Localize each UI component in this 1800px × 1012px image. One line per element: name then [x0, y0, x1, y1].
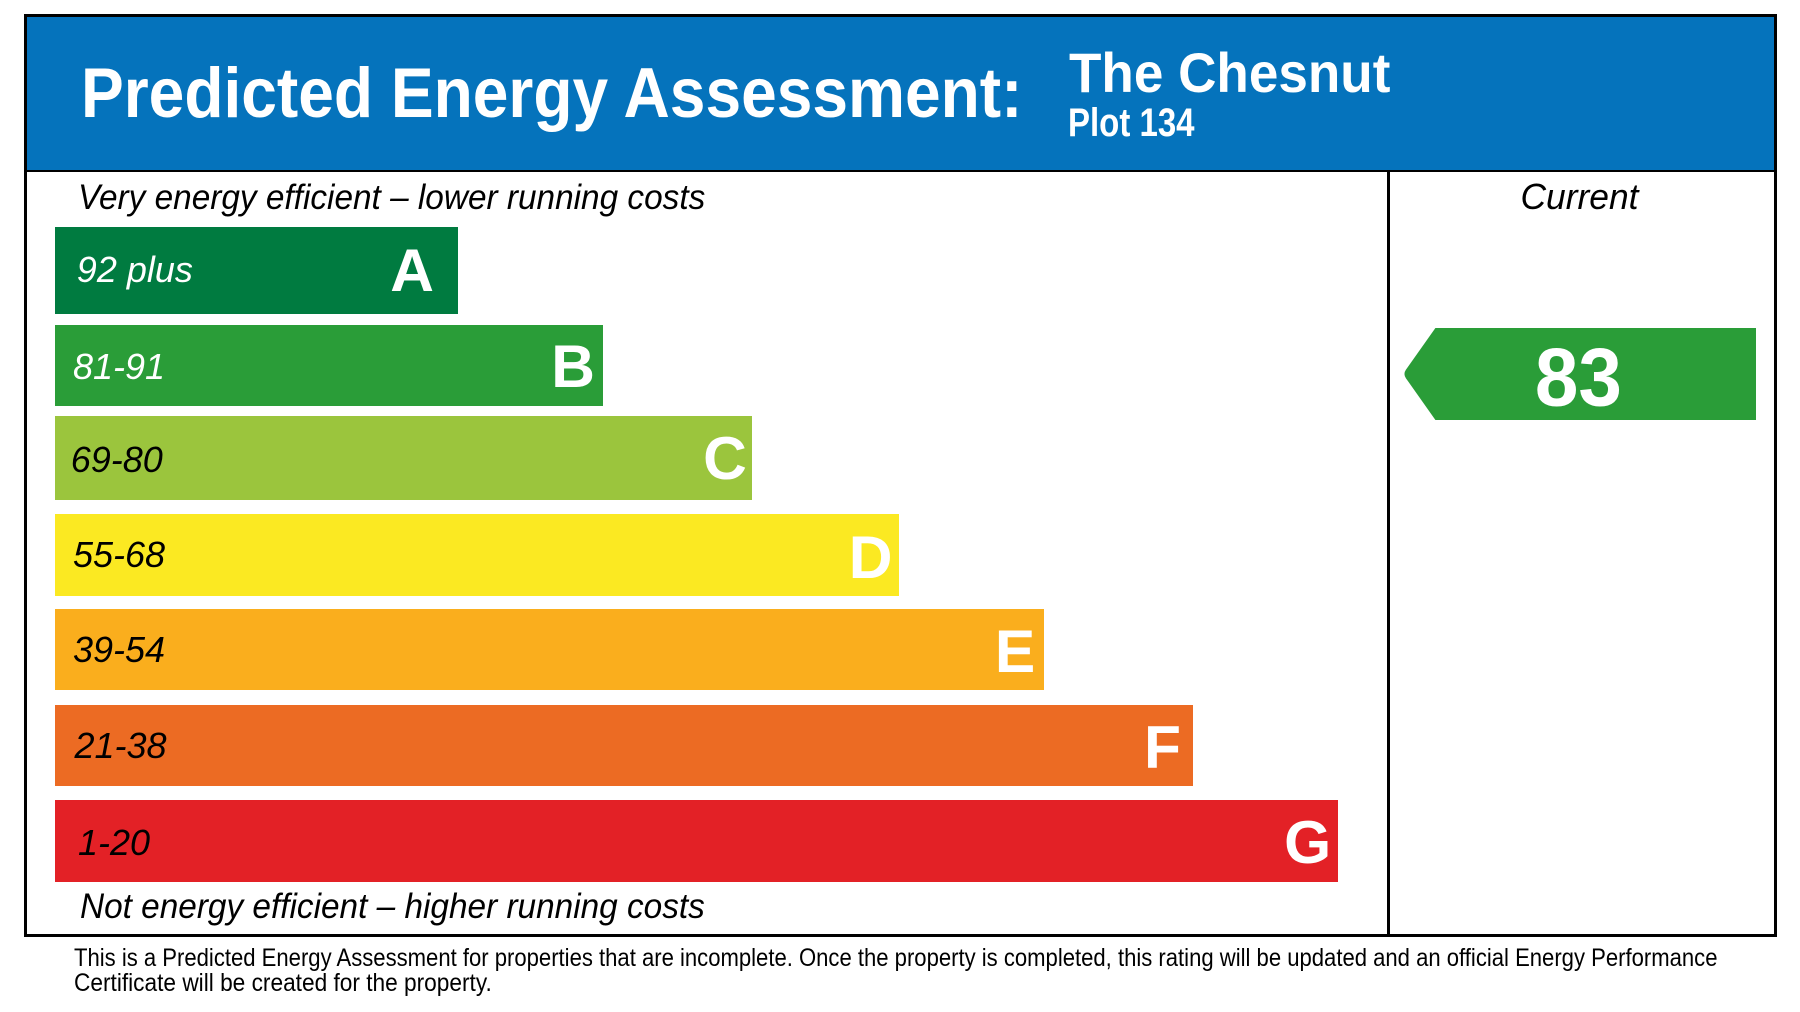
svg-text:83: 83: [1535, 330, 1622, 420]
